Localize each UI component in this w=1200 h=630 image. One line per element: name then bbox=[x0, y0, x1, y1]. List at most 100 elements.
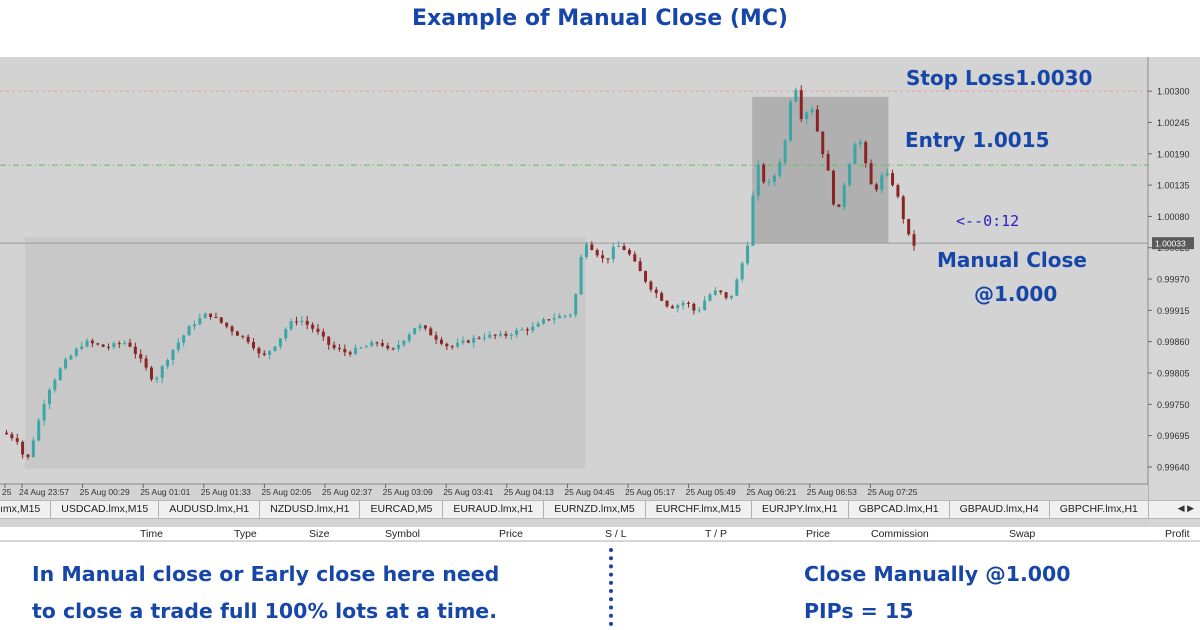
y-tick-label: 1.00190 bbox=[1157, 149, 1190, 159]
x-tick-label: 25 Aug 02:05 bbox=[261, 487, 311, 497]
candle-body bbox=[37, 420, 41, 441]
candle-body bbox=[547, 319, 551, 321]
time-axis-background bbox=[0, 485, 1148, 502]
candle-body bbox=[848, 164, 852, 185]
candle-body bbox=[525, 329, 529, 331]
candle-body bbox=[10, 434, 14, 439]
candle-body bbox=[391, 348, 395, 350]
candle-body bbox=[499, 333, 503, 336]
x-tick-label: 25 Aug 01:33 bbox=[201, 487, 251, 497]
candle-body bbox=[751, 195, 755, 246]
tab-symbol[interactable]: EURNZD.lmx,M5 bbox=[544, 501, 646, 518]
column-header[interactable]: Size bbox=[309, 528, 330, 540]
tab-symbol[interactable]: NZDUSD.lmx,H1 bbox=[260, 501, 361, 518]
candle-body bbox=[418, 325, 422, 329]
candle-body bbox=[536, 323, 540, 327]
candle-body bbox=[203, 313, 207, 319]
stop-loss-annotation: Stop Loss1.0030 bbox=[906, 66, 1093, 90]
candle-body bbox=[456, 342, 460, 347]
candle-body bbox=[509, 334, 513, 336]
tab-symbol[interactable]: GBPCAD.lmx,H1 bbox=[849, 501, 950, 518]
candle-body bbox=[407, 334, 411, 341]
candle-body bbox=[354, 347, 358, 355]
candle-body bbox=[772, 175, 776, 182]
tab-scroll-arrows[interactable]: ◀ ▶ bbox=[1152, 501, 1200, 518]
chart-window[interactable]: 1.00300 1.00245 1.00190 1.00135 1.00080 1.000… bbox=[0, 57, 1200, 542]
tab-symbol[interactable]: EURJPY.lmx,H1 bbox=[752, 501, 849, 518]
candle-body bbox=[370, 342, 374, 347]
candle-body bbox=[364, 346, 368, 348]
current-price-tag bbox=[1152, 237, 1194, 250]
tab-symbol[interactable]: GBPAUD.lmx,H4 bbox=[950, 501, 1050, 518]
candle-body bbox=[257, 348, 261, 354]
column-header[interactable]: S / L bbox=[605, 528, 627, 540]
candle-body bbox=[617, 245, 621, 247]
candle-body bbox=[160, 366, 164, 379]
y-tick-label: 0.99750 bbox=[1157, 400, 1190, 410]
column-header[interactable]: Swap bbox=[1009, 528, 1036, 540]
candle-body bbox=[778, 162, 782, 176]
tab-symbol[interactable]: ımx,M15 bbox=[0, 501, 52, 518]
column-header[interactable]: Price bbox=[806, 528, 830, 540]
x-tick-label: 25 Aug 03:09 bbox=[383, 487, 433, 497]
candle-body bbox=[622, 245, 626, 251]
column-header[interactable]: T / P bbox=[705, 528, 727, 540]
price-chart[interactable]: 1.00300 1.00245 1.00190 1.00135 1.00080 1.000… bbox=[0, 57, 1200, 542]
column-header[interactable]: Commission bbox=[871, 528, 929, 540]
bar-countdown: <--0:12 bbox=[956, 212, 1020, 230]
candle-body bbox=[305, 320, 309, 325]
y-tick-label: 0.99970 bbox=[1157, 275, 1190, 285]
candle-body bbox=[864, 142, 868, 164]
candle-body bbox=[756, 164, 760, 196]
candle-body bbox=[563, 315, 567, 317]
tab-symbol[interactable]: EURCAD,M5 bbox=[360, 501, 444, 518]
candle-body bbox=[107, 346, 111, 348]
y-tick-label: 1.00080 bbox=[1157, 212, 1190, 222]
page-title: Example of Manual Close (MC) bbox=[412, 6, 788, 31]
candle-body bbox=[311, 324, 315, 329]
column-header[interactable]: Time bbox=[140, 528, 163, 540]
candle-body bbox=[692, 303, 696, 311]
candle-body bbox=[300, 320, 304, 323]
candle-body bbox=[907, 218, 911, 235]
candle-body bbox=[713, 290, 717, 295]
candle-body bbox=[697, 310, 701, 312]
candle-body bbox=[531, 326, 535, 331]
candle-body bbox=[826, 154, 830, 171]
candle-body bbox=[375, 342, 379, 344]
candle-body bbox=[429, 328, 433, 336]
column-header[interactable]: Symbol bbox=[385, 528, 421, 540]
tab-symbol[interactable]: USDCAD.lmx,M15 bbox=[51, 501, 160, 518]
y-tick-label: 1.00135 bbox=[1157, 181, 1190, 191]
candle-body bbox=[853, 144, 857, 165]
tab-symbol[interactable]: EURAUD.lmx,H1 bbox=[443, 501, 545, 518]
candle-body bbox=[874, 184, 878, 190]
candle-body bbox=[26, 454, 30, 457]
candle-body bbox=[466, 340, 470, 343]
candle-body bbox=[90, 340, 94, 344]
candle-body bbox=[724, 292, 728, 298]
candle-body bbox=[901, 196, 905, 219]
tab-symbol[interactable]: AUDUSD.lmx,H1 bbox=[159, 501, 261, 518]
candle-body bbox=[504, 333, 508, 336]
candle-body bbox=[123, 342, 127, 344]
y-tick-label: 0.99860 bbox=[1157, 337, 1190, 347]
column-header[interactable]: Type bbox=[234, 528, 257, 540]
tab-symbol[interactable]: EURCHF.lmx,M15 bbox=[646, 501, 752, 518]
manual-close-annotation: Manual Close bbox=[937, 248, 1087, 272]
candle-body bbox=[703, 300, 707, 311]
candle-body bbox=[176, 342, 180, 350]
candle-body bbox=[155, 378, 159, 380]
x-tick-label: 25 Aug 04:45 bbox=[564, 487, 614, 497]
candle-body bbox=[289, 321, 293, 330]
candle-body bbox=[139, 354, 143, 359]
tab-symbol[interactable]: GBPCHF.lmx,H1 bbox=[1050, 501, 1149, 518]
candle-body bbox=[660, 293, 664, 301]
column-header[interactable]: Price bbox=[499, 528, 523, 540]
candle-body bbox=[74, 348, 78, 356]
candle-body bbox=[783, 140, 787, 163]
candle-body bbox=[397, 344, 401, 349]
candle-body bbox=[799, 90, 803, 120]
candle-body bbox=[805, 112, 809, 120]
column-header[interactable]: Profit bbox=[1165, 528, 1190, 540]
